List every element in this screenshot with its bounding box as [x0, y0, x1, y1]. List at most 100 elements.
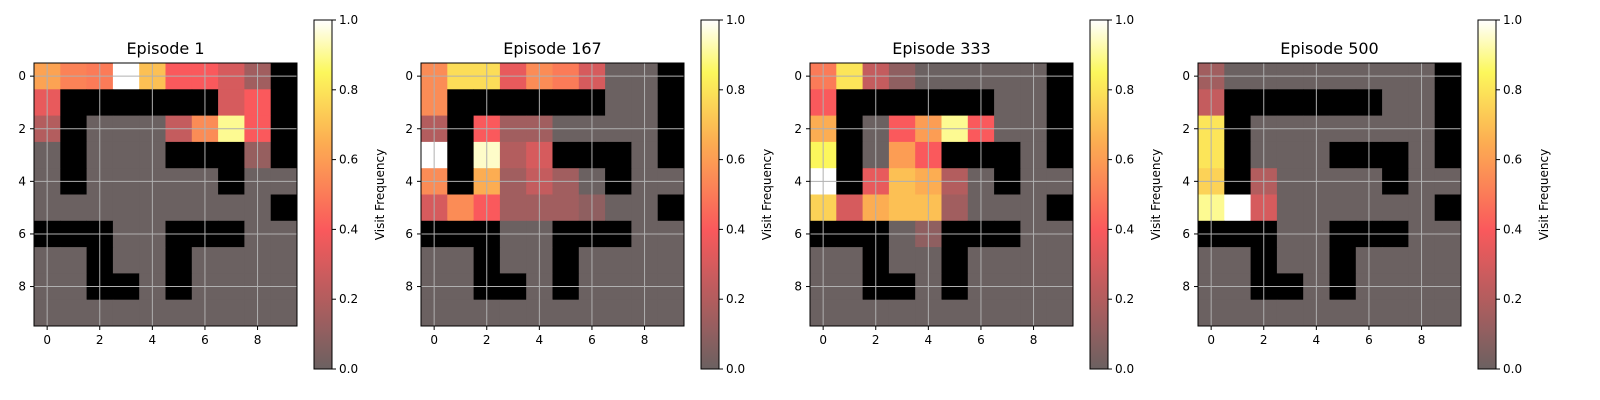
visit-cell: [270, 247, 298, 274]
visit-cell: [1276, 247, 1304, 274]
colorbar-tick-label: 0.8: [339, 83, 358, 97]
panel-title: Episode 167: [503, 39, 601, 58]
visit-cell: [605, 299, 632, 327]
y-tick-label: 8: [794, 280, 802, 294]
heatmap-panel-2: Episode 167 0 2 4 6 8 0 2 4 6 8 0.0 0.2 0.4 0.6 0.8 1.0 V…: [405, 13, 774, 376]
visit-cell: [1329, 299, 1357, 327]
wall-cell: [1434, 89, 1462, 116]
heatmap-panel-1: Episode 1 0 2 4 6 8 0 2 4 6 8 0.0 0.2 0.4 0.6 0.8 1.0 Vis…: [18, 13, 387, 376]
visit-cell: [1224, 247, 1251, 274]
wall-cell: [836, 141, 863, 169]
wall-cell: [447, 141, 474, 169]
y-tick-label: 6: [794, 227, 802, 241]
wall-cell: [270, 89, 298, 116]
wall-cell: [1434, 141, 1462, 169]
visit-cell: [499, 141, 527, 169]
x-tick-label: 6: [201, 333, 209, 347]
wall-cell: [165, 89, 193, 116]
wall-cell: [941, 89, 969, 116]
visit-cell: [1276, 299, 1304, 327]
x-tick-label: 2: [96, 333, 104, 347]
colorbar-tick-label: 0.0: [1115, 362, 1134, 376]
visit-cell: [657, 247, 685, 274]
colorbar: [313, 19, 333, 370]
wall-cell: [270, 141, 298, 169]
colorbar-tick-label: 1.0: [339, 13, 358, 27]
visit-cell: [165, 299, 193, 327]
wall-cell: [605, 141, 632, 169]
colorbar-tick-label: 0.0: [1503, 362, 1522, 376]
y-tick-label: 6: [1182, 227, 1190, 241]
y-tick-label: 0: [794, 69, 802, 83]
visit-cell: [1224, 299, 1251, 327]
visit-cell: [218, 194, 245, 222]
wall-cell: [218, 141, 245, 169]
visit-cell: [888, 299, 916, 327]
visit-cell: [218, 299, 245, 327]
x-tick-label: 4: [149, 333, 157, 347]
x-tick-label: 0: [1207, 333, 1215, 347]
colorbar-tick-label: 0.6: [726, 153, 745, 167]
x-tick-label: 4: [925, 333, 933, 347]
x-tick-label: 6: [1365, 333, 1373, 347]
y-tick-label: 0: [1182, 69, 1190, 83]
colorbar-tick-label: 0.0: [726, 362, 745, 376]
visit-cell: [447, 299, 474, 327]
visit-cell: [447, 247, 474, 274]
wall-cell: [657, 194, 685, 222]
x-tick-label: 8: [1030, 333, 1038, 347]
visit-cell: [941, 299, 969, 327]
wall-cell: [1046, 141, 1074, 169]
colorbar-label: Visit Frequency: [760, 149, 774, 240]
y-tick-label: 2: [794, 122, 802, 136]
wall-cell: [552, 89, 580, 116]
visit-cell: [605, 247, 632, 274]
wall-cell: [657, 141, 685, 169]
visit-cell: [1224, 194, 1251, 222]
wall-cell: [994, 141, 1021, 169]
colorbar-tick-label: 0.8: [1115, 83, 1134, 97]
visit-cell: [447, 194, 474, 222]
wall-cell: [1434, 194, 1462, 222]
x-tick-label: 2: [1260, 333, 1268, 347]
y-tick-label: 8: [1182, 280, 1190, 294]
axes-frame: [1197, 62, 1462, 327]
y-tick-label: 0: [18, 69, 26, 83]
colorbar-tick-label: 0.4: [1503, 222, 1522, 236]
visit-cell: [994, 89, 1021, 116]
y-tick-label: 2: [405, 122, 413, 136]
visit-cell: [112, 247, 140, 274]
wall-cell: [836, 89, 863, 116]
wall-cell: [552, 141, 580, 169]
colorbar-tick-label: 0.0: [339, 362, 358, 376]
y-tick-label: 0: [405, 69, 413, 83]
wall-cell: [1276, 89, 1304, 116]
wall-cell: [941, 141, 969, 169]
panel-title: Episode 500: [1280, 39, 1378, 58]
x-tick-label: 8: [1418, 333, 1426, 347]
axes-frame: [420, 62, 685, 327]
visit-cell: [605, 89, 632, 116]
visit-cell: [836, 194, 863, 222]
wall-cell: [60, 141, 87, 169]
colorbar-tick-label: 0.2: [1503, 292, 1522, 306]
visit-cell: [994, 247, 1021, 274]
colorbar-tick-label: 0.6: [339, 153, 358, 167]
colorbar-tick-label: 0.2: [339, 292, 358, 306]
panel-title: Episode 333: [892, 39, 990, 58]
wall-cell: [888, 89, 916, 116]
visit-cell: [112, 299, 140, 327]
y-tick-label: 6: [405, 227, 413, 241]
colorbar-tick-label: 0.4: [339, 222, 358, 236]
y-tick-label: 2: [1182, 122, 1190, 136]
visit-cell: [1382, 194, 1409, 222]
colorbar-tick-label: 0.4: [726, 222, 745, 236]
visit-cell: [1382, 247, 1409, 274]
wall-cell: [1046, 89, 1074, 116]
x-tick-label: 2: [872, 333, 880, 347]
colorbar: [700, 19, 720, 370]
y-tick-label: 4: [405, 174, 413, 188]
wall-cell: [1382, 141, 1409, 169]
visit-cell: [1046, 299, 1074, 327]
x-tick-label: 0: [43, 333, 51, 347]
